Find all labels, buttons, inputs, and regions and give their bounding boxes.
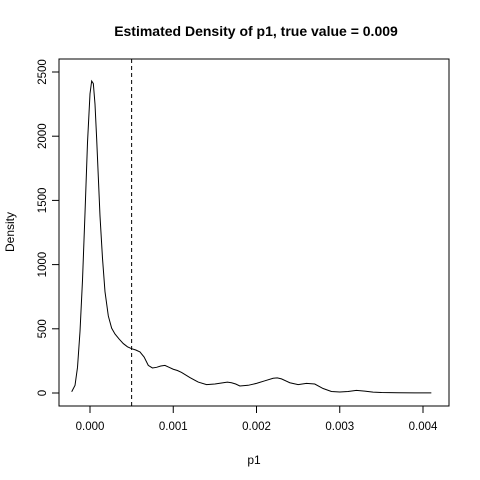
x-tick-label: 0.001 — [159, 421, 188, 433]
y-tick-label: 2000 — [37, 123, 49, 149]
x-tick-label: 0.004 — [409, 421, 438, 433]
x-tick-label: 0.002 — [242, 421, 271, 433]
chart-title: Estimated Density of p1, true value = 0.… — [114, 23, 398, 39]
y-tick-label: 2500 — [37, 59, 49, 85]
x-axis-label: p1 — [247, 453, 261, 467]
y-axis: 0 500 1000 1500 2000 2500 — [37, 59, 60, 396]
y-tick-label: 1000 — [37, 252, 49, 278]
x-axis: 0.000 0.001 0.002 0.003 0.004 — [76, 405, 438, 433]
y-axis-label: Density — [3, 212, 17, 252]
y-tick-label: 500 — [37, 319, 49, 338]
x-tick-label: 0.003 — [325, 421, 354, 433]
y-tick-label: 1500 — [37, 188, 49, 214]
plot-area-frame — [58, 58, 450, 407]
x-tick-label: 0.000 — [76, 421, 105, 433]
series-line — [71, 79, 432, 394]
y-tick-label: 0 — [37, 390, 49, 396]
